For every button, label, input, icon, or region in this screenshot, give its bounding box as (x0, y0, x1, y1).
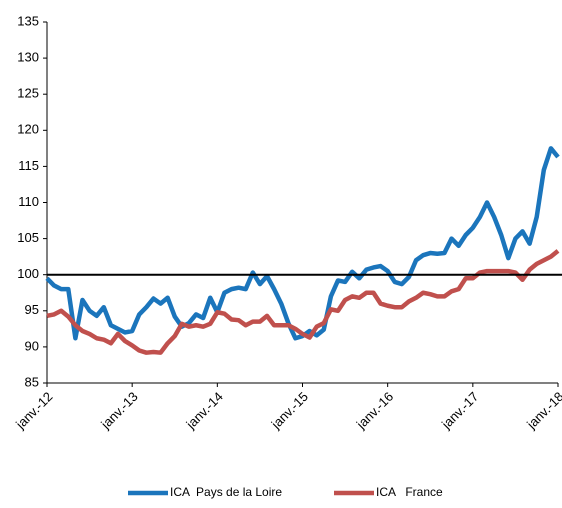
x-tick-label: janv.-14 (183, 389, 226, 432)
legend-item: ICA Pays de la Loire (128, 485, 282, 499)
y-tick-label: 125 (17, 86, 39, 101)
y-tick-label: 110 (18, 194, 39, 209)
x-tick-label: janv.-15 (268, 389, 311, 432)
x-tick-label: janv.-12 (12, 389, 55, 432)
x-tick-label: janv.-17 (438, 389, 481, 432)
y-tick-label: 135 (17, 13, 39, 28)
y-tick-label: 85 (25, 374, 39, 389)
legend-item: ICA France (334, 485, 443, 499)
y-tick-label: 130 (17, 50, 39, 65)
series-line (45, 146, 560, 341)
x-tick-label: janv.-18 (523, 389, 562, 432)
x-tick-label: janv.-13 (97, 389, 140, 432)
y-tick-label: 115 (18, 158, 39, 173)
y-tick-label: 95 (25, 302, 39, 317)
series-line (46, 249, 560, 355)
legend-label: ICA France (376, 485, 443, 499)
y-tick-label: 90 (25, 338, 39, 353)
x-tick-label: janv.-16 (353, 389, 396, 432)
y-tick-label: 120 (17, 122, 39, 137)
legend-label: ICA Pays de la Loire (170, 485, 282, 499)
y-tick-label: 100 (17, 266, 39, 281)
y-tick-label: 105 (17, 230, 39, 245)
